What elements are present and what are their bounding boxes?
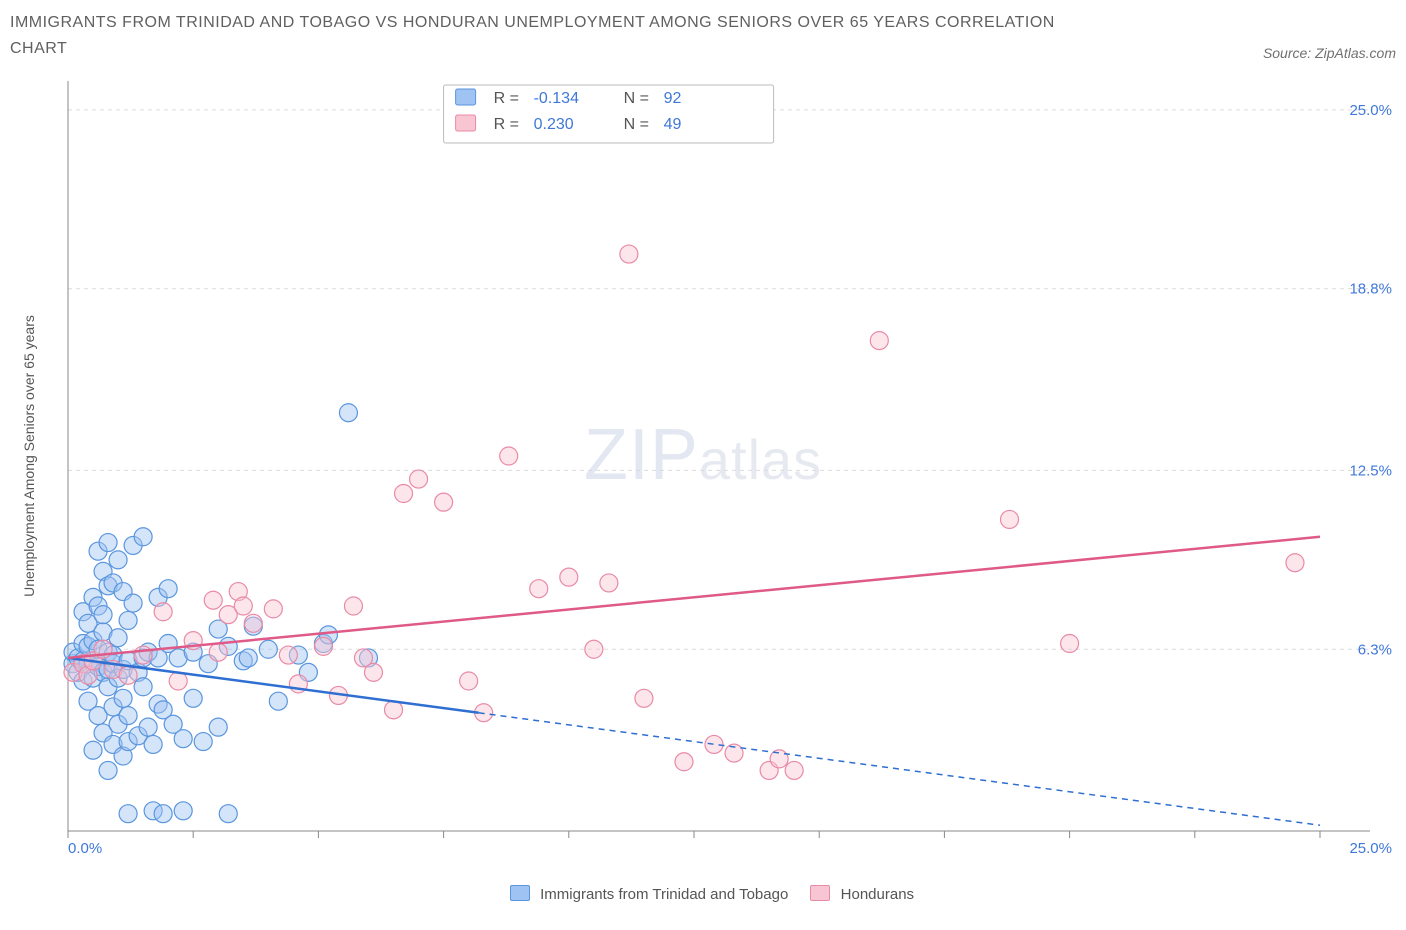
- legend-label-b: Hondurans: [841, 886, 914, 903]
- correlation-chart: IMMIGRANTS FROM TRINIDAD AND TOBAGO VS H…: [10, 10, 1396, 903]
- svg-text:-0.134: -0.134: [534, 90, 579, 107]
- chart-area: 6.3% 12.5% 18.8% 25.0% 0.0% 25.0% Unemployment…: [10, 61, 1396, 881]
- svg-text:6.3%: 6.3%: [1358, 641, 1392, 658]
- svg-text:N =: N =: [624, 90, 649, 107]
- source-attribution: Source: ZipAtlas.com: [1263, 45, 1396, 61]
- svg-text:Unemployment Among Seniors ove: Unemployment Among Seniors over 65 years: [21, 315, 37, 597]
- svg-text:N =: N =: [624, 116, 649, 133]
- svg-text:0.0%: 0.0%: [68, 840, 102, 857]
- legend-swatch-a: [510, 885, 530, 901]
- x-axis-legend: Immigrants from Trinidad and Tobago Hond…: [10, 885, 1396, 903]
- scatter-plot-svg: 6.3% 12.5% 18.8% 25.0% 0.0% 25.0% Unemployment…: [10, 61, 1396, 881]
- svg-text:25.0%: 25.0%: [1349, 840, 1392, 857]
- svg-text:25.0%: 25.0%: [1349, 102, 1392, 119]
- svg-text:R =: R =: [494, 90, 519, 107]
- svg-text:18.8%: 18.8%: [1349, 281, 1392, 298]
- legend-swatch-b: [810, 885, 830, 901]
- svg-text:12.5%: 12.5%: [1349, 463, 1392, 480]
- chart-title: IMMIGRANTS FROM TRINIDAD AND TOBAGO VS H…: [10, 10, 1110, 61]
- svg-text:49: 49: [664, 116, 682, 133]
- svg-text:92: 92: [664, 90, 682, 107]
- legend-label-a: Immigrants from Trinidad and Tobago: [540, 886, 788, 903]
- svg-text:R =: R =: [494, 116, 519, 133]
- svg-text:0.230: 0.230: [534, 116, 574, 133]
